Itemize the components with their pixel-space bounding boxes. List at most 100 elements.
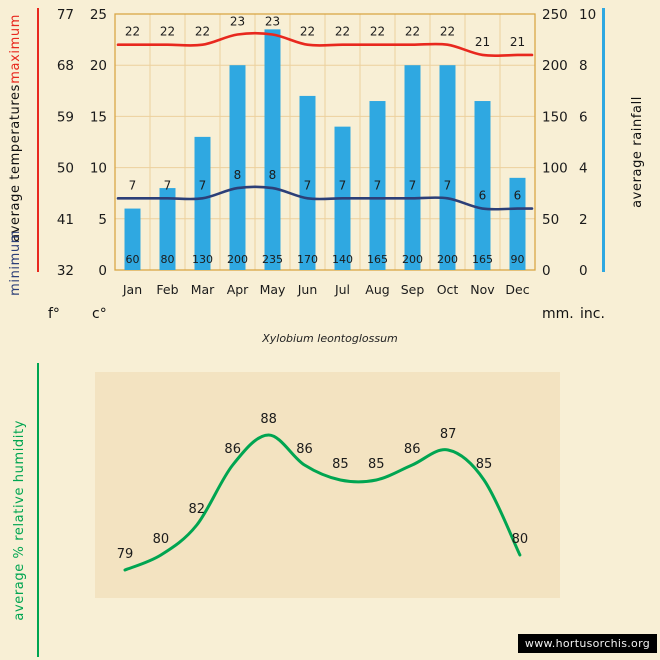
humidity-plot-area (95, 372, 560, 598)
svg-text:7: 7 (374, 178, 382, 192)
watermark: www.hortusorchis.org (517, 634, 657, 653)
svg-text:140: 140 (332, 253, 353, 266)
svg-text:200: 200 (437, 253, 458, 266)
svg-text:0: 0 (542, 263, 551, 279)
svg-text:7: 7 (304, 178, 312, 192)
svg-text:21: 21 (510, 35, 525, 49)
rainfall-value-labels: 60 80 130 200 235 170 140 165 200 200 165 90 (126, 253, 525, 266)
svg-text:Jan: Jan (122, 282, 142, 297)
plot-border (114, 13, 536, 271)
svg-text:0: 0 (579, 263, 588, 279)
svg-text:82: 82 (189, 502, 206, 517)
svg-text:50: 50 (57, 161, 74, 177)
svg-text:32: 32 (57, 263, 74, 279)
svg-text:22: 22 (335, 25, 350, 39)
svg-text:22: 22 (440, 25, 455, 39)
svg-text:2: 2 (579, 212, 588, 228)
svg-text:22: 22 (300, 25, 315, 39)
svg-text:10: 10 (579, 7, 596, 23)
svg-text:10: 10 (90, 161, 107, 177)
svg-text:41: 41 (57, 212, 74, 228)
max-temp-line (116, 31, 534, 58)
svg-text:88: 88 (260, 412, 277, 427)
svg-text:8: 8 (234, 168, 242, 182)
svg-text:77: 77 (57, 7, 74, 23)
svg-text:85: 85 (332, 457, 349, 472)
svg-text:4: 4 (579, 161, 588, 177)
svg-text:100: 100 (542, 161, 568, 177)
svg-text:0: 0 (98, 263, 107, 279)
svg-text:150: 150 (542, 109, 568, 125)
fahrenheit-unit-label: f° (48, 306, 60, 322)
rainfall-bars (124, 29, 526, 270)
rainfall-color-bar (602, 8, 605, 272)
svg-text:200: 200 (542, 58, 568, 74)
svg-text:86: 86 (404, 442, 421, 457)
svg-text:5: 5 (98, 212, 107, 228)
svg-text:Nov: Nov (470, 282, 495, 297)
svg-text:Mar: Mar (191, 282, 215, 297)
svg-text:6: 6 (579, 109, 588, 125)
svg-text:7: 7 (444, 178, 452, 192)
svg-text:90: 90 (511, 253, 525, 266)
svg-text:May: May (260, 282, 286, 297)
max-temp-value-labels: 22 22 22 23 23 22 22 22 22 22 21 21 (125, 14, 525, 48)
min-temp-line (116, 185, 534, 211)
svg-text:15: 15 (90, 109, 107, 125)
svg-text:80: 80 (153, 532, 170, 547)
svg-text:7: 7 (164, 178, 172, 192)
humidity-line (123, 433, 522, 572)
svg-text:87: 87 (440, 427, 457, 442)
svg-text:7: 7 (409, 178, 417, 192)
axis-tick-labels: 3241505968770510152025050100150200250024… (57, 7, 596, 279)
svg-text:85: 85 (476, 457, 493, 472)
svg-text:7: 7 (339, 178, 347, 192)
svg-text:Aug: Aug (365, 282, 389, 297)
max-temp-color-bar (37, 8, 39, 272)
svg-text:23: 23 (230, 14, 245, 28)
svg-text:22: 22 (125, 25, 140, 39)
celsius-unit-label: c° (92, 306, 107, 322)
svg-text:86: 86 (296, 442, 313, 457)
svg-text:20: 20 (90, 58, 107, 74)
svg-text:200: 200 (227, 253, 248, 266)
svg-text:60: 60 (126, 253, 140, 266)
inches-unit-label: inc. (580, 306, 605, 322)
millimeters-unit-label: mm. (542, 306, 574, 322)
humidity-value-labels: 79 80 82 86 88 86 85 85 86 87 85 80 (117, 412, 528, 562)
svg-text:170: 170 (297, 253, 318, 266)
svg-text:200: 200 (402, 253, 423, 266)
svg-text:235: 235 (262, 253, 283, 266)
svg-text:80: 80 (161, 253, 175, 266)
svg-text:8: 8 (579, 58, 588, 74)
min-temp-value-labels: 7 7 7 8 8 7 7 7 7 7 6 6 (129, 168, 522, 202)
svg-text:250: 250 (542, 7, 568, 23)
svg-text:Jun: Jun (297, 282, 318, 297)
svg-text:Jul: Jul (334, 282, 350, 297)
svg-text:25: 25 (90, 7, 107, 23)
svg-text:6: 6 (514, 189, 522, 203)
svg-text:Dec: Dec (505, 282, 529, 297)
svg-text:86: 86 (224, 442, 241, 457)
svg-text:85: 85 (368, 457, 385, 472)
svg-text:165: 165 (472, 253, 493, 266)
svg-text:7: 7 (129, 178, 137, 192)
svg-text:23: 23 (265, 14, 280, 28)
gridlines (114, 13, 536, 271)
svg-text:68: 68 (57, 58, 74, 74)
svg-text:Feb: Feb (156, 282, 178, 297)
svg-text:22: 22 (370, 25, 385, 39)
svg-text:Oct: Oct (437, 282, 459, 297)
svg-text:22: 22 (195, 25, 210, 39)
humidity-chart: 79 80 82 86 88 86 85 85 86 87 85 80 (95, 372, 560, 598)
svg-text:79: 79 (117, 547, 134, 562)
svg-text:50: 50 (542, 212, 559, 228)
svg-text:80: 80 (512, 532, 529, 547)
svg-text:21: 21 (475, 35, 490, 49)
svg-text:130: 130 (192, 253, 213, 266)
svg-text:8: 8 (269, 168, 277, 182)
month-labels: Jan Feb Mar Apr May Jun Jul Aug Sep Oct Nov Dec (122, 282, 530, 297)
svg-text:Sep: Sep (401, 282, 425, 297)
svg-text:Apr: Apr (227, 282, 249, 297)
